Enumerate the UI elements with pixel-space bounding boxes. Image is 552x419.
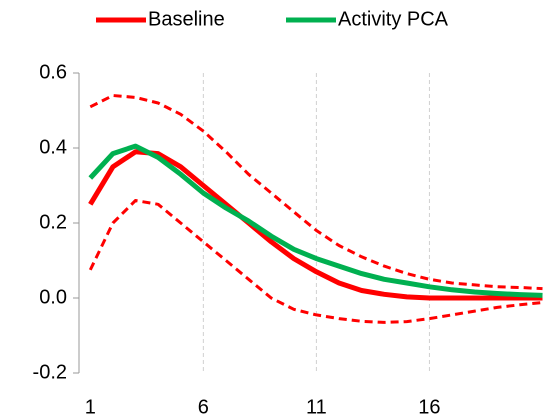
series-line <box>88 143 543 298</box>
x-tick-label: 6 <box>198 396 209 418</box>
legend-label: Activity PCA <box>338 8 449 30</box>
x-tick-label: 1 <box>85 396 96 418</box>
y-tick-label: 0.0 <box>39 286 67 308</box>
band-line <box>88 199 543 324</box>
y-tick-label: 0.2 <box>39 211 67 233</box>
band-line <box>89 94 543 291</box>
x-tick-label: 16 <box>418 396 440 418</box>
y-tick-label: 0.4 <box>39 136 67 158</box>
series-line <box>88 149 543 301</box>
x-tick-label: 11 <box>306 396 327 418</box>
legend-label: Baseline <box>148 8 225 30</box>
y-tick-label: -0.2 <box>33 361 67 383</box>
y-tick-label: 0.6 <box>39 61 67 83</box>
